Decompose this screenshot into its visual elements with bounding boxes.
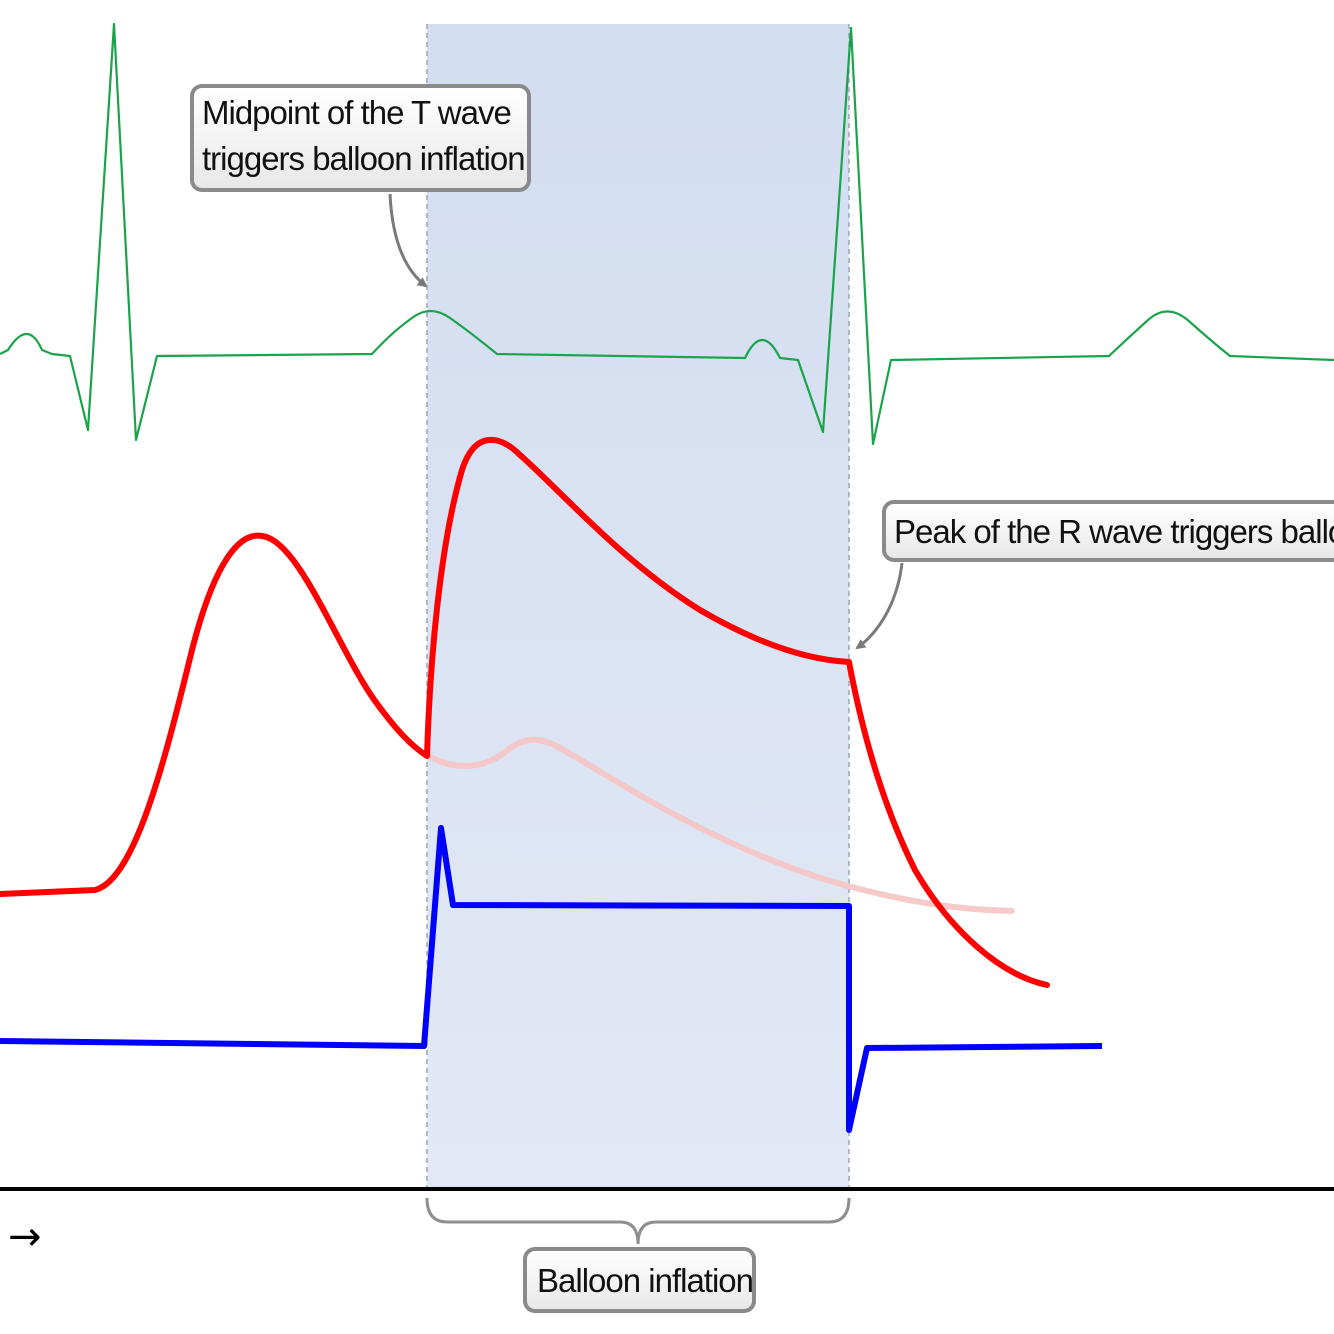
t-wave-pointer-arrow [388, 193, 428, 288]
r-wave-trigger-callout: Peak of the R wave triggers balloo [882, 500, 1334, 562]
r-wave-pointer-arrow [855, 562, 904, 650]
time-arrow-icon: → [8, 1214, 42, 1260]
inflation-brace [425, 1197, 851, 1245]
balloon-pressure-trace [0, 825, 1103, 1133]
balloon-inflation-text: Balloon inflation [537, 1262, 753, 1299]
arterial-pressure-trace [0, 437, 1050, 988]
t-wave-trigger-callout: Midpoint of the T wave triggers balloon … [190, 84, 531, 192]
r-wave-callout-text: Peak of the R wave triggers balloo [894, 513, 1334, 550]
arterial-pressure-unassisted-trace [424, 736, 1015, 914]
t-wave-callout-line1: Midpoint of the T wave [202, 94, 512, 131]
t-wave-callout-line2: triggers balloon inflation [202, 140, 526, 177]
ecg-trace [0, 22, 1334, 446]
balloon-inflation-label: Balloon inflation [523, 1247, 756, 1313]
inflation-band [427, 24, 849, 1188]
